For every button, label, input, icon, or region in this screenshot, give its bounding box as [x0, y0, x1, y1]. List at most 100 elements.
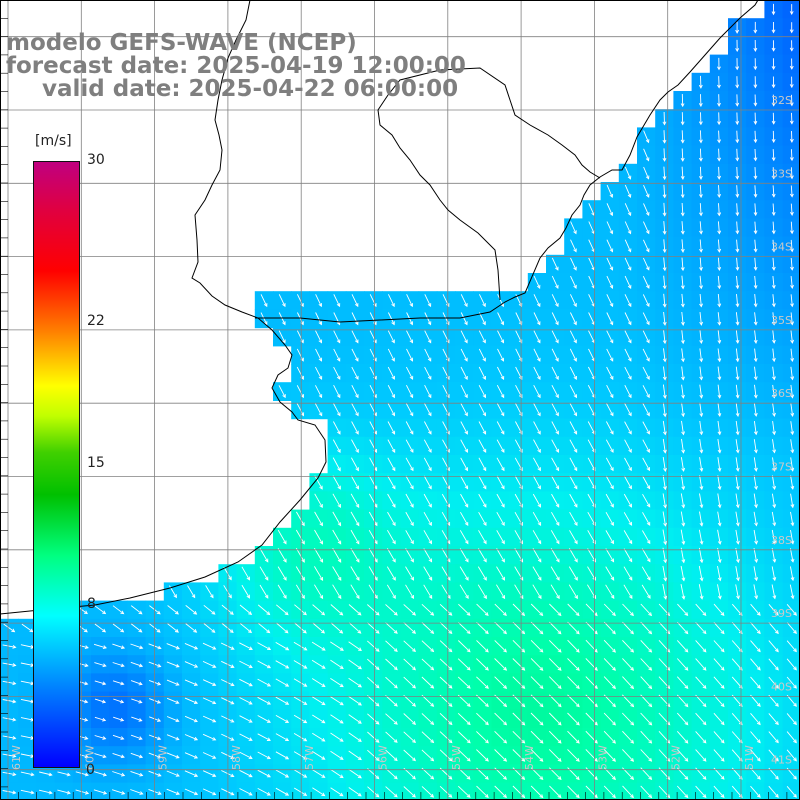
- wind-arrow: [439, 731, 453, 744]
- wind-arrow: [185, 623, 198, 633]
- wind-arrow: [717, 257, 722, 272]
- wind-arrow: [735, 584, 740, 600]
- longitude-label: 58W: [230, 745, 243, 770]
- wind-arrow: [699, 275, 704, 290]
- wind-arrow: [512, 658, 526, 671]
- wind-arrow: [717, 76, 721, 89]
- wind-arrow: [387, 348, 395, 362]
- wind-arrow: [731, 658, 743, 671]
- wind-arrow: [275, 678, 290, 687]
- wind-arrow: [753, 312, 758, 326]
- wind-arrow: [569, 457, 578, 472]
- wind-arrow: [768, 676, 779, 689]
- wind-arrow: [551, 312, 559, 326]
- wind-arrow: [405, 457, 414, 472]
- wind-arrow: [789, 22, 794, 34]
- wind-arrow: [478, 366, 486, 381]
- wind-arrow: [676, 749, 689, 762]
- wind-arrow: [57, 789, 71, 795]
- wind-speed-cell: [782, 691, 800, 711]
- wind-arrow: [94, 680, 107, 686]
- wind-arrow: [460, 294, 468, 308]
- latitude-label: 41S: [771, 754, 792, 767]
- wind-arrow: [622, 639, 635, 653]
- wind-arrow: [786, 749, 797, 762]
- wind-arrow: [368, 566, 378, 581]
- wind-arrow: [350, 566, 360, 581]
- wind-arrow: [642, 475, 651, 490]
- wind-arrow: [680, 511, 686, 527]
- wind-arrow: [478, 475, 487, 490]
- wind-arrow: [113, 716, 125, 722]
- wind-arrow: [606, 184, 614, 198]
- wind-arrow: [421, 786, 435, 798]
- wind-arrow: [789, 58, 794, 70]
- wind-arrow: [699, 257, 703, 272]
- wind-arrow: [623, 530, 633, 545]
- wind-arrow: [713, 622, 725, 635]
- wind-arrow: [315, 385, 323, 399]
- wind-arrow: [94, 605, 107, 615]
- wind-arrow: [750, 694, 761, 708]
- wind-arrow: [662, 529, 668, 546]
- wind-arrow: [112, 662, 125, 668]
- wind-arrow: [662, 402, 667, 418]
- wind-arrow: [476, 640, 489, 653]
- wind-speed-cell: [782, 655, 800, 674]
- wind-arrow: [753, 566, 759, 582]
- wind-speed-cell: [728, 782, 747, 800]
- valid-date: valid date: 2025-04-22 06:00:00: [42, 76, 459, 102]
- wind-arrow: [698, 529, 704, 545]
- longitude-label: 53W: [596, 745, 609, 770]
- wind-arrow: [622, 603, 634, 617]
- wind-arrow: [239, 697, 253, 705]
- wind-arrow: [789, 40, 794, 52]
- wind-arrow: [351, 366, 359, 380]
- wind-arrow: [203, 604, 216, 615]
- wind-arrow: [330, 732, 344, 742]
- wind-arrow: [641, 548, 651, 563]
- wind-arrow: [386, 584, 396, 600]
- wind-arrow: [202, 715, 217, 723]
- wind-arrow: [771, 149, 776, 162]
- wind-arrow: [753, 439, 758, 454]
- wind-arrow: [790, 312, 795, 326]
- wind-arrow: [680, 457, 686, 472]
- wind-arrow: [184, 697, 199, 705]
- wind-arrow: [275, 751, 290, 760]
- wind-arrow: [551, 257, 559, 271]
- wind-arrow: [550, 566, 560, 581]
- wind-arrow: [735, 221, 740, 235]
- wind-arrow: [750, 731, 761, 744]
- wind-arrow: [790, 421, 795, 436]
- wind-arrow: [771, 167, 776, 180]
- wind-arrow: [753, 39, 758, 52]
- wind-arrow: [368, 511, 378, 527]
- wind-arrow: [771, 203, 776, 217]
- wind-arrow: [735, 439, 740, 454]
- wind-arrow: [405, 403, 414, 417]
- wind-arrow: [772, 366, 776, 381]
- wind-arrow: [333, 366, 341, 380]
- wind-arrow: [587, 493, 596, 508]
- wind-arrow: [585, 785, 598, 799]
- wind-arrow: [662, 366, 667, 381]
- wind-arrow: [406, 294, 413, 308]
- wind-arrow: [385, 695, 398, 707]
- wind-arrow: [2, 790, 17, 795]
- wind-arrow: [351, 403, 359, 417]
- wind-arrow: [713, 694, 725, 708]
- wind-arrow: [387, 384, 395, 399]
- wind-arrow: [2, 699, 17, 704]
- wind-arrow: [640, 712, 653, 726]
- wind-arrow: [387, 439, 396, 454]
- wind-arrow: [369, 493, 378, 508]
- wind-arrow: [548, 749, 562, 762]
- wind-arrow: [476, 694, 489, 708]
- wind-arrow: [695, 785, 707, 798]
- wind-arrow: [311, 659, 326, 669]
- wind-arrow: [735, 239, 740, 253]
- wind-speed-cell: [746, 782, 765, 800]
- wind-arrow: [717, 348, 722, 363]
- wind-arrow: [790, 457, 795, 472]
